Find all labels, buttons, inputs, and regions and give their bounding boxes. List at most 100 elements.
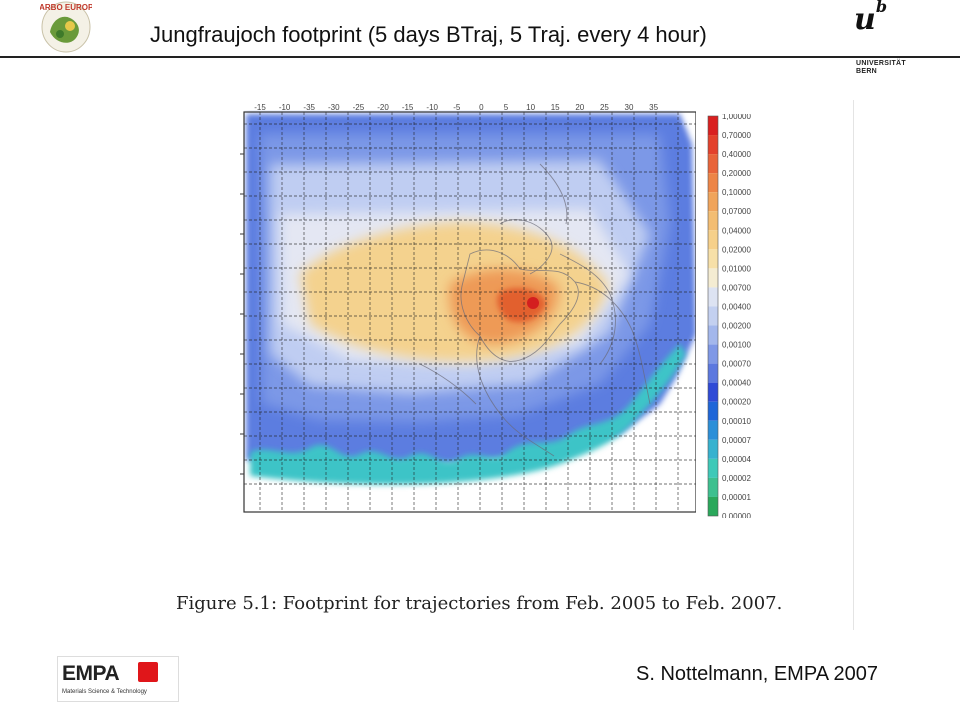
x-tick-label: -25 <box>353 104 365 112</box>
x-tick-label: -15 <box>254 515 266 516</box>
legend-swatch <box>708 154 718 174</box>
x-tick-label: 25 <box>600 104 609 112</box>
page-title: Jungfraujoch footprint (5 days BTraj, 5 … <box>150 22 707 47</box>
legend-swatch <box>708 173 718 193</box>
x-tick-labels-bottom: -15 -10 -35 -30 -25 -20 -15 -10 -5 0 5 10 15 20 25 30 35 <box>254 515 658 516</box>
legend-level-label: 0,00200 <box>722 322 751 331</box>
x-tick-label: -10 <box>279 104 291 112</box>
legend-level-label: 0,00001 <box>722 493 751 502</box>
legend-level-label: 1,00000 <box>722 114 751 121</box>
x-tick-label: 0 <box>479 104 484 112</box>
legend-swatch <box>708 458 718 478</box>
x-tick-label: 0 <box>479 515 484 516</box>
x-tick-label: -5 <box>453 104 461 112</box>
grid <box>244 112 696 510</box>
x-tick-label: 5 <box>504 515 509 516</box>
footprint-field <box>244 112 696 512</box>
legend-level-label: 0,10000 <box>722 188 751 197</box>
legend-level-label: 0,00010 <box>722 417 751 426</box>
x-tick-label: -15 <box>254 104 266 112</box>
legend-swatch <box>708 230 718 250</box>
x-tick-label: -25 <box>353 515 365 516</box>
x-tick-label: -10 <box>279 515 291 516</box>
legend-swatch <box>708 439 718 459</box>
legend-swatch <box>708 211 718 231</box>
x-tick-label: -20 <box>377 104 389 112</box>
x-tick-label: 15 <box>551 104 560 112</box>
legend-swatch <box>708 477 718 497</box>
right-divider <box>853 100 854 630</box>
legend-level-label: 0,40000 <box>722 150 751 159</box>
legend-level-label: 0,00000 <box>722 512 751 518</box>
x-tick-label: -10 <box>426 104 438 112</box>
legend-swatch <box>708 325 718 345</box>
unibern-mark: u <box>854 2 876 37</box>
legend-level-label: 0,04000 <box>722 226 751 235</box>
legend-level-label: 0,07000 <box>722 207 751 216</box>
x-tick-label: 35 <box>649 104 658 112</box>
legend-swatch <box>708 249 718 269</box>
x-tick-label: -15 <box>402 104 414 112</box>
x-tick-label: -35 <box>303 515 315 516</box>
x-tick-label: 30 <box>625 515 634 516</box>
legend-swatch <box>708 268 718 288</box>
carbo-logo-text-top: CARBO EUROPE <box>40 3 92 12</box>
legend-level-label: 0,00700 <box>722 283 751 292</box>
legend-level-label: 0,01000 <box>722 264 751 273</box>
legend-level-label: 0,00040 <box>722 379 751 388</box>
empa-logo: EMPA Materials Science & Technology <box>57 656 179 702</box>
legend-swatch <box>708 192 718 212</box>
legend-swatch <box>708 363 718 383</box>
carbo-europe-logo: CARBO EUROPE <box>40 1 92 53</box>
x-tick-label: -5 <box>453 515 461 516</box>
header-divider <box>0 56 960 58</box>
legend-labels: 1,00000 0,70000 0,40000 0,20000 0,10000 0,070… <box>722 114 751 518</box>
legend-swatch <box>708 344 718 364</box>
legend-swatch <box>708 496 718 516</box>
legend-swatch <box>708 401 718 421</box>
legend-level-label: 0,20000 <box>722 169 751 178</box>
x-tick-label: 10 <box>526 104 535 112</box>
legend-level-label: 0,00004 <box>722 455 751 464</box>
country-outlines <box>419 163 651 457</box>
left-ticks <box>240 153 244 475</box>
legend-level-label: 0,02000 <box>722 245 751 254</box>
x-tick-label: 35 <box>649 515 658 516</box>
empa-logo-subtext: Materials Science & Technology <box>62 689 147 695</box>
x-tick-label: 5 <box>504 104 509 112</box>
x-tick-label: -35 <box>303 104 315 112</box>
x-tick-label: 25 <box>600 515 609 516</box>
x-tick-label: 15 <box>551 515 560 516</box>
legend-swatch <box>708 135 718 155</box>
legend-swatch <box>708 306 718 326</box>
x-tick-label: 20 <box>575 515 584 516</box>
legend-frame <box>707 115 719 517</box>
legend-level-label: 0,00002 <box>722 474 751 483</box>
legend-color-bars <box>707 115 719 517</box>
legend-swatch <box>708 382 718 402</box>
unibern-mark-sup: b <box>875 0 887 16</box>
figure-caption: Figure 5.1: Footprint for trajectories f… <box>176 593 783 614</box>
legend-swatch <box>708 420 718 440</box>
legend-level-label: 0,00007 <box>722 436 751 445</box>
legend-swatch <box>708 116 718 136</box>
footprint-map: -15 -10 -35 -30 -25 -20 -15 -10 -5 0 5 10 15 20 25 30 35… <box>240 104 696 516</box>
legend-level-label: 0,00100 <box>722 341 751 350</box>
x-tick-label: -15 <box>402 515 414 516</box>
empa-logo-word: EMPA <box>62 662 120 685</box>
legend-level-label: 0,70000 <box>722 131 751 140</box>
x-tick-labels-top: -15 -10 -35 -30 -25 -20 -15 -10 -5 0 5 10 15 20 25 30 35 <box>254 104 658 112</box>
author-credit: S. Nottelmann, EMPA 2007 <box>636 663 878 685</box>
plot-frame <box>243 111 696 513</box>
x-tick-label: -10 <box>426 515 438 516</box>
x-tick-label: 10 <box>526 515 535 516</box>
x-tick-label: -30 <box>328 104 340 112</box>
x-tick-label: -20 <box>377 515 389 516</box>
legend-level-label: 0,00020 <box>722 398 751 407</box>
unibern-text: UNIVERSITÄT BERN <box>856 60 906 75</box>
legend-swatch <box>708 287 718 307</box>
x-tick-label: 20 <box>575 104 584 112</box>
legend-level-label: 0,00400 <box>722 302 751 311</box>
x-tick-label: 30 <box>625 104 634 112</box>
university-bern-logo: ub UNIVERSITÄT BERN <box>854 0 944 90</box>
